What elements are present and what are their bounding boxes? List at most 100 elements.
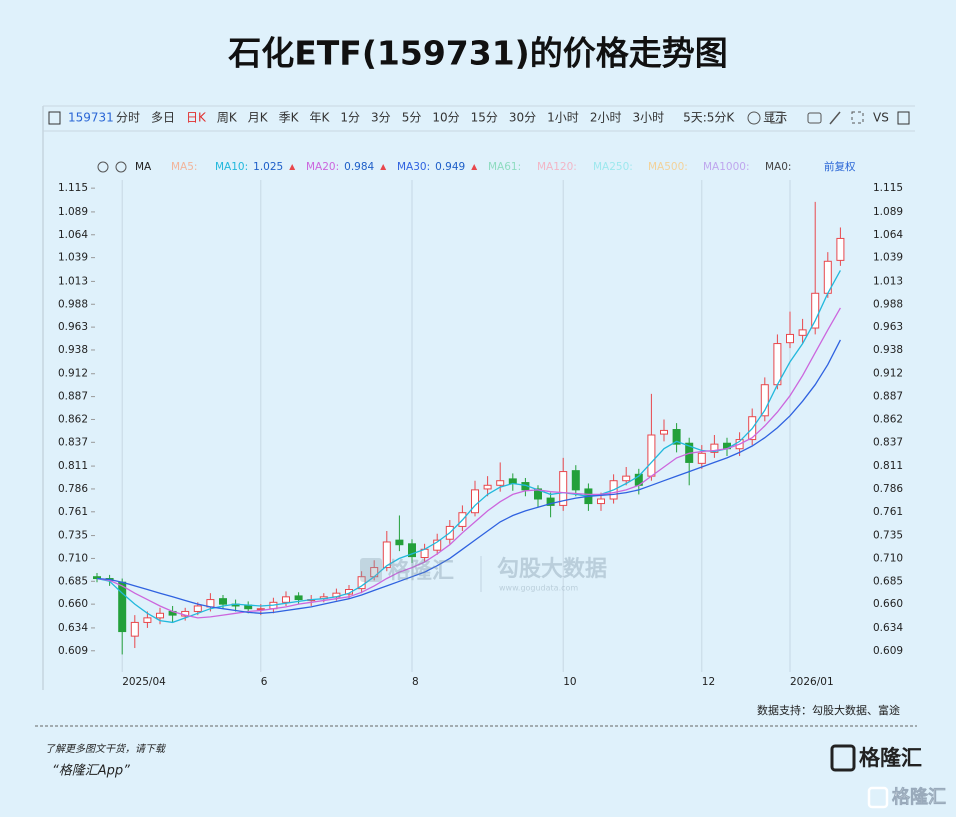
y-tick-label: 0.634 bbox=[58, 622, 88, 634]
toolbar-item[interactable]: 显示 bbox=[763, 111, 787, 125]
candle-body bbox=[508, 478, 517, 484]
side-panel-icon[interactable] bbox=[897, 111, 910, 125]
y-tick-label-right: 1.064 bbox=[873, 229, 903, 241]
candle-body bbox=[571, 470, 580, 491]
toolbar-item[interactable]: 30分 bbox=[509, 111, 536, 125]
y-tick-label: 0.862 bbox=[58, 413, 88, 425]
legend-label: MA30: bbox=[397, 161, 430, 173]
candle-body bbox=[395, 539, 404, 546]
watermark: 格隆汇 勾股大数据 www.gogudata.com bbox=[360, 556, 607, 593]
candle-body bbox=[219, 598, 227, 605]
footer-app: “格隆汇App” bbox=[52, 764, 130, 779]
legend-label: MA1000: bbox=[703, 161, 750, 173]
camera-icon[interactable] bbox=[807, 112, 822, 124]
candle-body bbox=[760, 384, 769, 417]
candle-body bbox=[408, 543, 416, 558]
indicator-settings[interactable] bbox=[97, 161, 109, 173]
stock-code[interactable]: 159731 bbox=[68, 111, 114, 125]
toolbar-icons bbox=[747, 111, 910, 125]
y-tick-label: 0.609 bbox=[58, 645, 88, 657]
y-tick-label-right: 0.710 bbox=[873, 552, 903, 564]
page-title: 石化ETF(159731)的价格走势图 bbox=[227, 34, 728, 73]
y-tick-label: 0.685 bbox=[58, 575, 88, 587]
watermark-name: 勾股大数据 bbox=[497, 556, 607, 582]
candle-body bbox=[256, 608, 265, 611]
candle-body bbox=[193, 605, 202, 612]
candle-body bbox=[697, 452, 706, 464]
corner-icon bbox=[867, 786, 889, 809]
legend-value: 1.025 bbox=[253, 161, 283, 173]
y-tick-label-right: 1.013 bbox=[873, 275, 903, 287]
toolbar-item[interactable]: 日K bbox=[186, 111, 207, 125]
legend-arrow bbox=[289, 164, 296, 170]
legend-label: MA61: bbox=[488, 161, 521, 173]
legend: MA5: MA10: 1.025 MA20: 0.984 MA30: 0.949 MA61: M… bbox=[171, 161, 791, 173]
y-tick-label-right: 0.811 bbox=[873, 460, 903, 472]
toolbar-item[interactable]: 分时 bbox=[116, 111, 140, 125]
footer-cta: 了解更多图文干货，请下载 bbox=[45, 743, 167, 755]
fullscreen-icon[interactable] bbox=[851, 111, 864, 124]
y-tick-label: 0.735 bbox=[58, 530, 88, 542]
candle-body bbox=[798, 329, 807, 336]
y-tick-label-right: 1.089 bbox=[873, 206, 903, 218]
candle-body bbox=[546, 497, 555, 506]
draw-icon[interactable] bbox=[770, 111, 783, 124]
legend-label: MA0: bbox=[765, 161, 791, 173]
toolbar-item[interactable]: 年K bbox=[310, 111, 331, 125]
pen-icon[interactable] bbox=[829, 111, 841, 125]
toolbar-item[interactable]: 1小时 bbox=[547, 111, 579, 125]
y-tick-label: 1.039 bbox=[58, 252, 88, 264]
candle-body bbox=[483, 484, 492, 490]
x-tick-label: 8 bbox=[412, 676, 419, 688]
x-tick-label: 6 bbox=[261, 676, 268, 688]
legend-label: MA10: bbox=[215, 161, 248, 173]
toolbar-item[interactable]: 1分 bbox=[340, 111, 360, 125]
legend-label: MA500: bbox=[648, 161, 688, 173]
panel-icon[interactable] bbox=[48, 111, 61, 125]
legend-label: MA120: bbox=[537, 161, 577, 173]
candle-body bbox=[294, 595, 303, 601]
candle-body bbox=[282, 596, 290, 603]
toolbar-item[interactable]: 3分 bbox=[371, 111, 391, 125]
y-tick-label-right: 0.761 bbox=[873, 506, 903, 518]
toolbar-item[interactable]: 10分 bbox=[432, 111, 459, 125]
x-tick-label: 2026/01 bbox=[790, 676, 834, 688]
toolbar-item[interactable]: 季K bbox=[279, 111, 300, 125]
y-tick-label: 0.761 bbox=[58, 506, 88, 518]
indicator-name[interactable]: MA bbox=[135, 161, 152, 173]
adjust-mode[interactable]: 前复权 bbox=[824, 160, 856, 173]
toolbar-item[interactable]: 5天:5分K bbox=[683, 111, 735, 125]
candle-body bbox=[660, 429, 668, 435]
ma-line bbox=[96, 307, 841, 619]
candle-body bbox=[156, 612, 164, 619]
watermark-icon bbox=[360, 558, 382, 582]
watermark-url: www.gogudata.com bbox=[499, 584, 578, 593]
candle-body bbox=[597, 498, 605, 505]
watermark-brand: 格隆汇 bbox=[388, 558, 454, 584]
legend-value: 0.984 bbox=[344, 161, 374, 173]
toolbar-item[interactable]: 2小时 bbox=[590, 111, 622, 125]
y-tick-label: 0.938 bbox=[58, 344, 88, 356]
toolbar-item[interactable]: 3小时 bbox=[632, 111, 664, 125]
footer-logo: 格隆汇 bbox=[859, 746, 922, 770]
toolbar-item[interactable]: 多日 bbox=[151, 111, 175, 125]
plot: 1.115 1.115 1.089 1.089 1.064 1.064 1.039 1.039… bbox=[58, 180, 903, 688]
compare-button[interactable]: VS bbox=[873, 111, 889, 125]
indicator-close[interactable] bbox=[115, 161, 127, 173]
candle-body bbox=[773, 343, 782, 386]
legend-value: 0.949 bbox=[435, 161, 465, 173]
candle-body bbox=[672, 429, 681, 445]
candle-body bbox=[786, 333, 794, 344]
candle-body bbox=[130, 621, 139, 637]
toolbar-item[interactable]: 15分 bbox=[471, 111, 498, 125]
y-tick-label-right: 0.988 bbox=[873, 298, 903, 310]
toolbar-item[interactable]: 5分 bbox=[402, 111, 422, 125]
candle-body bbox=[622, 475, 631, 482]
settings-icon[interactable] bbox=[747, 111, 761, 125]
legend-label: MA250: bbox=[593, 161, 633, 173]
toolbar-item[interactable]: 周K bbox=[217, 111, 238, 125]
y-tick-label: 0.837 bbox=[58, 436, 88, 448]
toolbar-item[interactable]: 月K bbox=[248, 111, 269, 125]
corner-watermark: 格隆汇 bbox=[892, 786, 946, 808]
logo-icon bbox=[830, 744, 856, 772]
